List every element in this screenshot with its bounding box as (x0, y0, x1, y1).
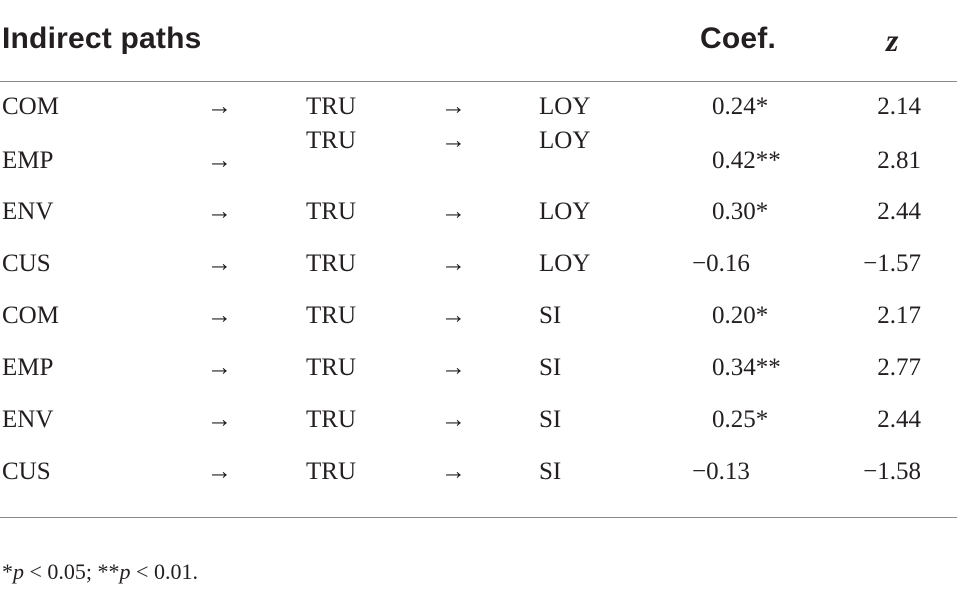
arrow-cell: → (207, 354, 232, 381)
arrow-cell: → (441, 354, 466, 381)
path-from-cell: ENV (2, 198, 54, 225)
path-mediator-cell: TRU (306, 458, 356, 485)
arrow-cell: → (207, 250, 232, 277)
z-cell: 2.44 (877, 198, 921, 225)
path-mediator-cell: TRU (306, 302, 356, 329)
path-outcome-cell: SI (539, 458, 562, 485)
column-header-coef: Coef. (700, 22, 776, 55)
path-outcome-cell: LOY (539, 250, 591, 277)
path-from-cell: EMP (2, 354, 54, 381)
arrow-cell: → (207, 147, 232, 174)
coef-cell: 0.20* (712, 302, 769, 329)
coef-cell: −0.13 (692, 458, 750, 485)
path-from-cell: EMP (2, 147, 54, 174)
table-row: COM → TRU → LOY 0.24* 2.14 (0, 92, 957, 132)
path-mediator-cell: TRU (306, 354, 356, 381)
arrow-cell: → (441, 302, 466, 329)
arrow-cell: → (441, 406, 466, 433)
footnote: *p < 0.05; **p < 0.01. (2, 559, 198, 585)
arrow-cell: → (441, 458, 466, 485)
footnote-threshold-1: < 0.05; (24, 559, 98, 584)
path-mediator-cell: TRU (306, 406, 356, 433)
path-mediator-cell: TRU (306, 198, 356, 225)
z-cell: 2.77 (877, 354, 921, 381)
path-outcome-cell: LOY (539, 93, 591, 120)
coef-cell: 0.30* (712, 198, 769, 225)
path-outcome-cell: LOY (539, 127, 591, 154)
path-mediator-cell: TRU (306, 127, 356, 154)
arrow-cell: → (441, 93, 466, 120)
table-row: COM → TRU → SI 0.20* 2.17 (0, 301, 957, 341)
coef-cell: 0.25* (712, 406, 769, 433)
footnote-threshold-2: < 0.01. (130, 559, 198, 584)
footnote-p-1: p (13, 559, 24, 584)
path-from-cell: CUS (2, 458, 51, 485)
coef-cell: 0.34** (712, 354, 781, 381)
coef-cell: −0.16 (692, 250, 750, 277)
path-from-cell: CUS (2, 250, 51, 277)
path-outcome-cell: SI (539, 354, 562, 381)
arrow-cell: → (207, 302, 232, 329)
column-header-z: z (886, 22, 899, 58)
footnote-star-1: * (2, 559, 13, 584)
arrow-cell: → (207, 93, 232, 120)
table-top-rule (0, 81, 957, 82)
table-row: EMP → TRU → LOY 0.42** 2.81 (0, 127, 957, 186)
path-outcome-cell: SI (539, 406, 562, 433)
path-outcome-cell: SI (539, 302, 562, 329)
arrow-cell: → (441, 198, 466, 225)
path-mediator-cell: TRU (306, 93, 356, 120)
z-cell: −1.58 (863, 458, 921, 485)
table-row: EMP → TRU → SI 0.34** 2.77 (0, 353, 957, 393)
path-outcome-cell: LOY (539, 198, 591, 225)
coef-cell: 0.24* (712, 93, 769, 120)
footnote-p-2: p (119, 559, 131, 584)
arrow-cell: → (207, 198, 232, 225)
path-from-cell: ENV (2, 406, 54, 433)
arrow-cell: → (441, 127, 466, 154)
z-cell: 2.44 (877, 406, 921, 433)
arrow-cell: → (207, 458, 232, 485)
column-header-indirect-paths: Indirect paths (2, 22, 202, 55)
z-cell: −1.57 (863, 250, 921, 277)
footnote-star-2: ** (97, 559, 120, 584)
table-row: CUS → TRU → SI −0.13 −1.58 (0, 457, 957, 497)
table-row: CUS → TRU → LOY −0.16 −1.57 (0, 249, 957, 289)
arrow-cell: → (441, 250, 466, 277)
path-from-cell: COM (2, 302, 59, 329)
table-bottom-rule (0, 517, 957, 518)
table-row: ENV → TRU → LOY 0.30* 2.44 (0, 197, 957, 237)
arrow-cell: → (207, 406, 232, 433)
table-row: ENV → TRU → SI 0.25* 2.44 (0, 405, 957, 445)
path-mediator-cell: TRU (306, 250, 356, 277)
path-from-cell: COM (2, 93, 59, 120)
z-cell: 2.17 (877, 302, 921, 329)
coef-cell: 0.42** (712, 147, 781, 174)
z-cell: 2.81 (877, 147, 921, 174)
z-cell: 2.14 (877, 93, 921, 120)
